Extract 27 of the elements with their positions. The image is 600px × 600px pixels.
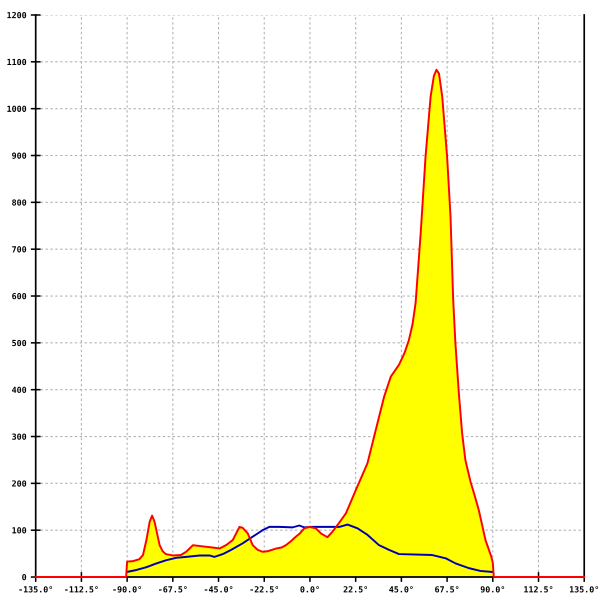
y-tick-label: 900 [12, 152, 26, 159]
x-tick-label: -90.0° [113, 586, 142, 593]
y-tick-label: 400 [12, 386, 26, 393]
y-tick-label: 1100 [7, 58, 26, 66]
x-tick-label: 90.0° [480, 586, 504, 593]
y-tick-label: 700 [12, 246, 26, 252]
line-series [126, 524, 494, 573]
y-tick-label: 100 [12, 527, 26, 534]
x-tick-label: -67.5° [159, 586, 187, 593]
x-tick-label: 112.5° [524, 586, 552, 592]
y-tick-label: 1000 [7, 106, 26, 112]
y-tick-label: 200 [12, 480, 26, 487]
y-tick-label: 500 [12, 340, 26, 346]
x-tick-label: -45.0° [204, 586, 232, 592]
y-tick-label: 0 [22, 574, 26, 580]
x-tick-label: 22.5° [344, 586, 368, 592]
x-tick-label: 45.0° [389, 586, 413, 592]
x-tick-label: 135.0° [570, 586, 598, 592]
x-tick-label: -22.5° [250, 586, 278, 592]
y-tick-label: 300 [12, 433, 26, 440]
x-tick-label: 0.0° [300, 586, 319, 592]
y-tick-label: 1200 [7, 12, 26, 18]
y-tick-label: 600 [12, 292, 26, 300]
y-tick-label: 800 [12, 199, 26, 206]
x-tick-label: 67.5° [435, 586, 458, 593]
x-tick-label: -112.5° [65, 586, 98, 592]
x-tick-label: -135.0° [19, 586, 52, 592]
